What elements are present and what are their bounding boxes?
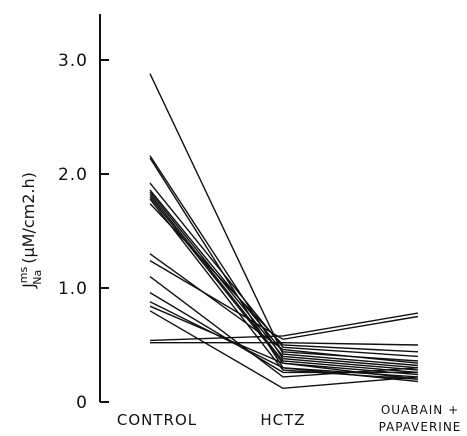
y-axis-label-units: (μM/cm2.h) <box>19 172 38 264</box>
data-lines <box>149 73 419 390</box>
series-line <box>149 291 418 374</box>
x-category-label: CONTROL <box>117 411 197 429</box>
series-line <box>149 189 419 362</box>
x-category-label: OUABAIN + PAPAVERINE <box>379 403 462 434</box>
series-line <box>149 259 419 341</box>
series-line <box>149 203 419 353</box>
y-axis-label: JmsNa (μM/cm2.h) <box>17 172 44 289</box>
series-line <box>149 305 419 380</box>
y-axis-ticks: 0 1.0 2.0 3.0 <box>58 51 109 413</box>
x-category-label: HCTZ <box>260 411 305 429</box>
series-line <box>149 310 419 390</box>
x-axis-labels: CONTROL HCTZ OUABAIN + PAPAVERINE <box>117 403 462 434</box>
series-line <box>149 191 419 369</box>
series-line <box>149 312 419 342</box>
y-axis-label-subscript: Na <box>31 270 44 285</box>
series-line <box>149 155 419 371</box>
series-line <box>149 198 419 380</box>
series-line <box>149 182 419 358</box>
y-tick-label: 1.0 <box>58 279 88 299</box>
series-line <box>150 342 419 346</box>
series-line <box>149 253 419 364</box>
series-line <box>149 276 419 378</box>
y-tick-label: 3.0 <box>58 51 88 71</box>
y-axis-label-main: J <box>19 283 38 289</box>
svg-text:JmsNa(μM/cm2.h): JmsNa (μM/cm2.h) <box>17 172 44 289</box>
y-axis-label-superscript: ms <box>17 266 30 283</box>
series-line <box>149 73 419 367</box>
series-line <box>149 301 419 383</box>
y-tick-label: 2.0 <box>58 165 88 185</box>
y-tick-label: 0 <box>76 393 88 413</box>
